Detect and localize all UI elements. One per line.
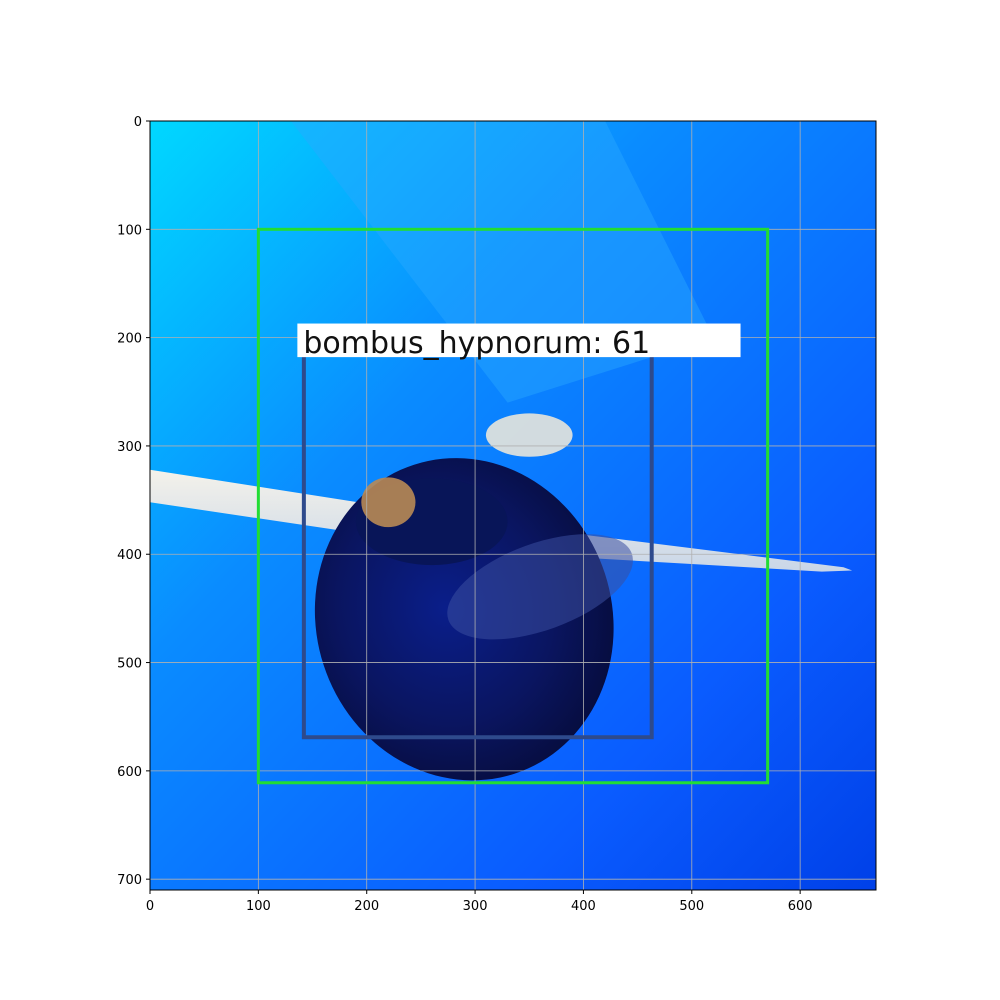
- x-tick-label: 400: [571, 899, 596, 914]
- plot-area: bombus_hypnorum: 61: [149, 120, 877, 891]
- y-tick-label: 0: [134, 115, 142, 130]
- bee-wing: [447, 534, 633, 640]
- x-axis: 0 100 200 300 400 500 600: [146, 890, 813, 914]
- x-tick-label: 0: [146, 899, 154, 914]
- x-tick-label: 500: [679, 899, 704, 914]
- x-tick-label: 600: [788, 899, 813, 914]
- y-tick-label: 100: [117, 223, 142, 238]
- y-axis: 0 100 200 300 400 500 600 700: [117, 115, 150, 888]
- y-tick-label: 200: [117, 332, 142, 347]
- bee-white-tuft: [485, 413, 573, 457]
- x-tick-label: 100: [246, 899, 271, 914]
- detections: bombus_hypnorum: 61: [256, 227, 770, 785]
- detection-box-outer: [256, 227, 770, 785]
- y-tick-label: 600: [117, 765, 142, 780]
- x-tick-label: 200: [354, 899, 379, 914]
- y-tick-label: 400: [117, 548, 142, 563]
- y-tick-label: 700: [117, 873, 142, 888]
- axes-frame: [149, 120, 877, 891]
- y-tick-label: 300: [117, 440, 142, 455]
- detection-label: bombus_hypnorum: 61: [303, 326, 650, 361]
- y-tick-label: 500: [117, 657, 142, 672]
- detection-label-background: [297, 323, 741, 358]
- bee-tan-patch: [361, 477, 416, 528]
- x-tick-label: 300: [463, 899, 488, 914]
- detection-box-inner: [301, 357, 654, 740]
